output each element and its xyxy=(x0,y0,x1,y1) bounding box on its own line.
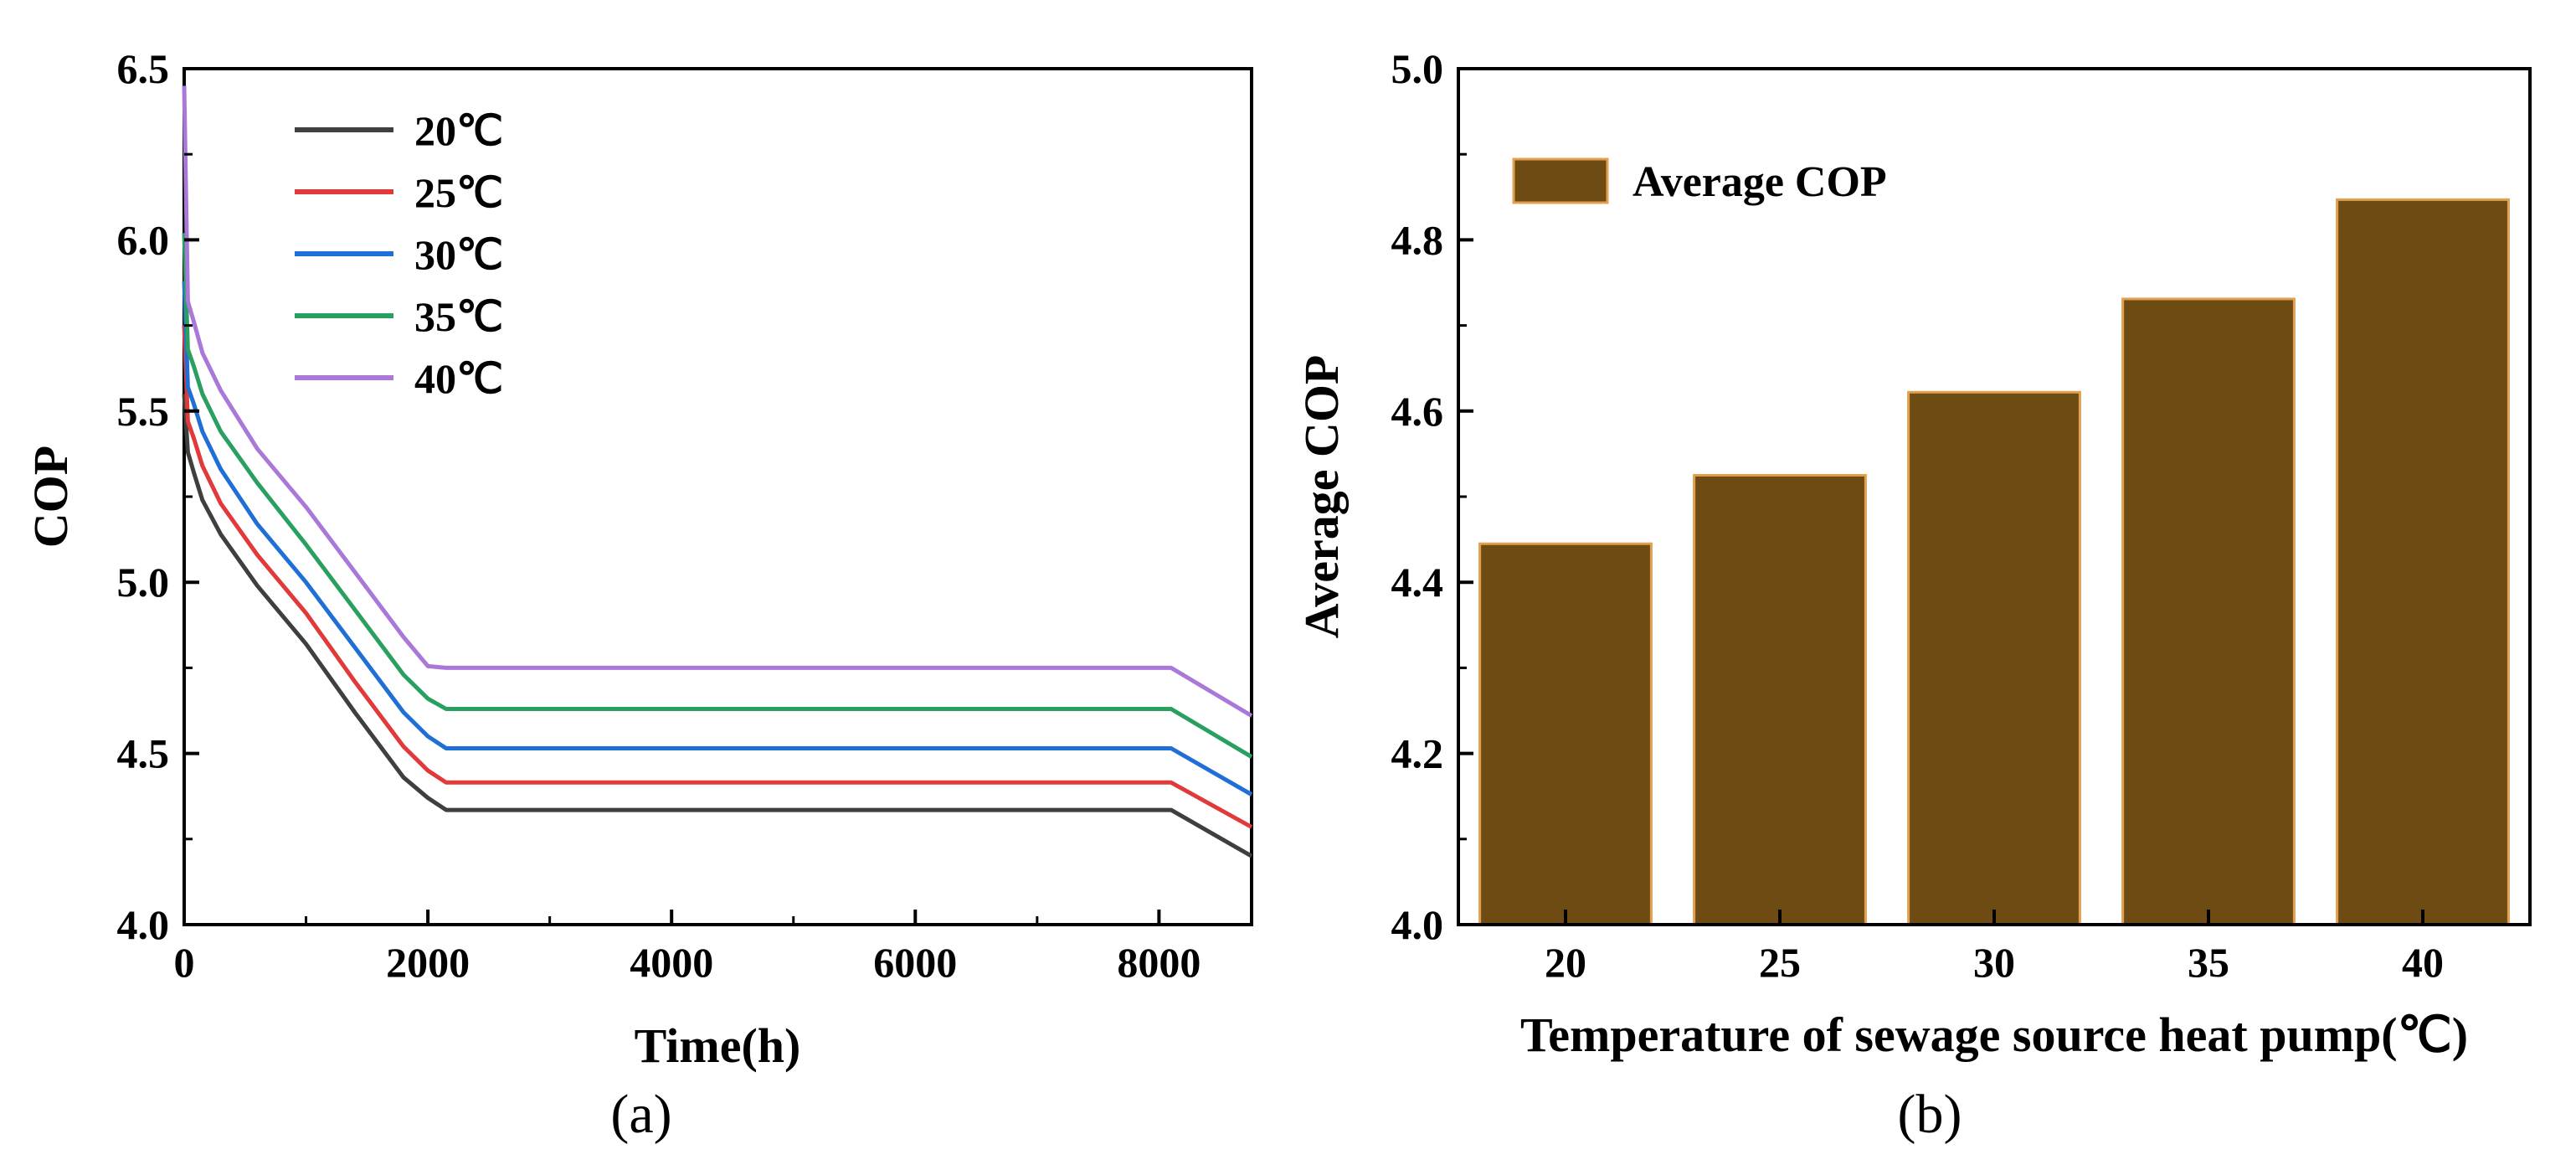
panel-label-a: (a) xyxy=(610,1084,671,1145)
line-series-group xyxy=(182,85,1253,858)
legend-label-0: 20℃ xyxy=(414,107,503,154)
x-tick-label: 30 xyxy=(1973,939,2015,986)
legend-label: Average COP xyxy=(1632,158,1887,206)
x-tick-label: 8000 xyxy=(1117,939,1201,986)
bar-40 xyxy=(2336,198,2510,926)
bar-chart-panel: 20 25 30 35 40 4.0 4.2 4.4 4.6 4.8 5.0 Average COP… xyxy=(1294,45,2532,1145)
y-tick-label: 4.0 xyxy=(1391,901,1444,948)
legend: 20℃ 25℃ 30℃ 35℃ 40℃ xyxy=(295,107,503,402)
series-line-4 xyxy=(182,85,1253,718)
legend: Average COP xyxy=(1512,157,1887,206)
y-tick-label: 4.4 xyxy=(1391,559,1444,606)
y-axis-label: Average COP xyxy=(1294,355,1349,639)
x-tick-label: 6000 xyxy=(873,939,957,986)
y-axis-label: COP xyxy=(23,446,78,548)
y-tick-label: 4.0 xyxy=(117,901,170,948)
bar-series-group xyxy=(1478,198,2510,926)
bar-25 xyxy=(1693,473,1867,926)
legend-label-2: 30℃ xyxy=(414,231,503,278)
x-tick-label: 0 xyxy=(174,939,195,986)
series-line-1 xyxy=(182,325,1253,829)
y-tick-label: 4.8 xyxy=(1391,216,1444,263)
y-tick-label: 4.5 xyxy=(117,730,170,777)
y-tick-label: 6.5 xyxy=(117,45,170,92)
series-line-2 xyxy=(182,281,1253,796)
y-tick-label: 6.0 xyxy=(117,216,170,263)
x-tick-label: 4000 xyxy=(630,939,713,986)
y-tick-label: 5.0 xyxy=(1391,45,1444,92)
y-tick-label: 4.2 xyxy=(1391,730,1444,777)
series-line-0 xyxy=(182,394,1253,858)
x-axis-label: Time(h) xyxy=(635,1018,801,1073)
panel-label-b: (b) xyxy=(1898,1084,1962,1145)
bar-35 xyxy=(2121,297,2296,926)
y-tick-label: 5.5 xyxy=(117,388,170,435)
x-tick-label: 40 xyxy=(2402,939,2444,986)
bar-20 xyxy=(1478,542,1653,926)
x-axis-label: Temperature of sewage source heat pump(℃… xyxy=(1520,1008,2468,1062)
legend-label-1: 25℃ xyxy=(414,169,503,216)
x-tick-label: 20 xyxy=(1545,939,1586,986)
y-tick-label: 4.6 xyxy=(1391,388,1444,435)
axes: 20 25 30 35 40 4.0 4.2 4.4 4.6 4.8 5.0 xyxy=(1391,45,2445,986)
x-tick-label: 25 xyxy=(1759,939,1801,986)
x-tick-label: 2000 xyxy=(386,939,470,986)
y-tick-label: 5.0 xyxy=(117,559,170,606)
bar-30 xyxy=(1907,390,2081,926)
legend-label-4: 40℃ xyxy=(414,355,503,402)
axes: 0 2000 4000 6000 8000 4.0 4.5 5.0 5.5 6.0 6.5 xyxy=(117,45,1201,986)
plot-frame xyxy=(183,67,1253,926)
legend-label-3: 35℃ xyxy=(414,293,503,340)
series-line-3 xyxy=(182,233,1253,759)
legend-swatch xyxy=(1512,157,1609,204)
x-tick-label: 35 xyxy=(2188,939,2229,986)
